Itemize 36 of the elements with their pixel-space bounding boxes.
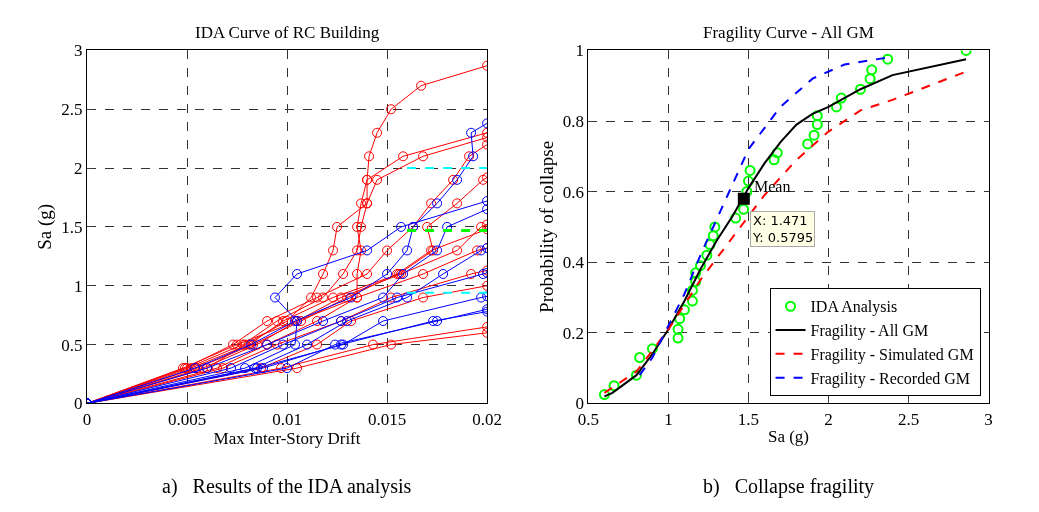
y-tick-label: 1.5 xyxy=(61,217,83,237)
annotation: X: 1.471 Y: 0.5795 xyxy=(752,213,814,245)
y-tick-label: 0 xyxy=(575,394,585,414)
annotation: Mean xyxy=(754,178,791,195)
y-tick-label: 0.5 xyxy=(61,335,83,355)
x-tick-label: 2.5 xyxy=(897,409,920,429)
y-tick-label: 1 xyxy=(575,41,585,61)
legend-label: Fragility - Simulated GM xyxy=(810,346,974,365)
y-tick-label: 0.4 xyxy=(562,253,585,273)
chart-title: Fragility Curve - All GM xyxy=(703,23,874,42)
x-tick-label: 0.01 xyxy=(272,409,302,429)
x-tick-label: 0.015 xyxy=(367,409,407,429)
y-tick-label: 3 xyxy=(74,41,83,61)
chart-title: IDA Curve of RC Building xyxy=(195,23,380,42)
y-tick-label: 2.5 xyxy=(61,100,83,120)
x-tick-label: 2 xyxy=(824,409,833,429)
y-tick-label: 0.8 xyxy=(562,111,585,131)
legend-label: IDA Analysis xyxy=(810,298,898,317)
text: b) Collapse fragility xyxy=(703,475,875,498)
y-tick-label: 1 xyxy=(74,276,83,296)
x-tick-label: 1.5 xyxy=(737,409,760,429)
x-tick-label: 0.005 xyxy=(167,409,207,429)
x-tick-label: 3 xyxy=(984,409,993,429)
legend-label: Fragility - All GM xyxy=(810,322,929,341)
x-tick-label: 1 xyxy=(664,409,673,429)
y-axis-title: Sa (g) xyxy=(34,203,57,250)
x-axis-title: Max Inter-Story Drift xyxy=(213,428,361,448)
y-tick-label: 0 xyxy=(74,394,83,414)
y-axis-title: Probability of collapse xyxy=(535,140,557,313)
y-tick-label: 2 xyxy=(74,159,83,179)
y-tick-label: 0.6 xyxy=(562,182,585,202)
x-tick-label: 0.02 xyxy=(472,409,502,429)
legend-label: Fragility - Recorded GM xyxy=(810,369,971,388)
text: a) Results of the IDA analysis xyxy=(162,475,412,498)
y-tick-label: 0.2 xyxy=(562,323,585,343)
x-axis-title: Sa (g) xyxy=(767,427,810,447)
